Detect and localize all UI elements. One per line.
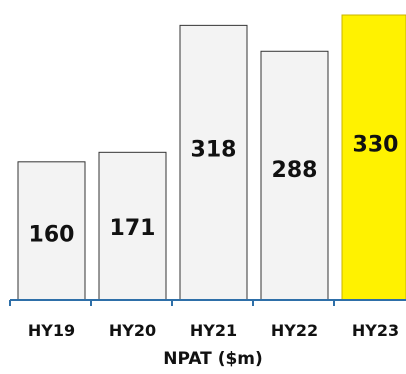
x-tick-label: HY21 xyxy=(190,321,237,340)
x-axis-title: NPAT ($m) xyxy=(163,349,263,369)
bar-hy22 xyxy=(260,50,329,301)
x-tick-label: HY22 xyxy=(271,321,318,340)
bars-group xyxy=(17,14,406,301)
x-tick-label: HY20 xyxy=(109,321,156,340)
bar-value-label: 330 xyxy=(353,133,399,158)
bar-value-label: 171 xyxy=(110,216,156,241)
x-tick-label: HY19 xyxy=(28,321,75,340)
x-axis-tick-labels-group: HY19 HY20 HY21 HY22 HY23 xyxy=(28,321,399,340)
bar-value-label: 160 xyxy=(29,222,75,247)
bar-hy19 xyxy=(17,161,86,301)
x-tick-label: HY23 xyxy=(352,321,399,340)
bar-hy23 xyxy=(341,14,406,301)
bar-hy20 xyxy=(98,151,167,301)
bar-value-label: 318 xyxy=(191,138,237,163)
x-axis-ticks-group xyxy=(9,300,335,306)
bar-value-label: 288 xyxy=(272,158,318,183)
bar-hy21 xyxy=(179,24,248,301)
bar-labels-group: 160 171 318 288 330 xyxy=(29,133,399,248)
